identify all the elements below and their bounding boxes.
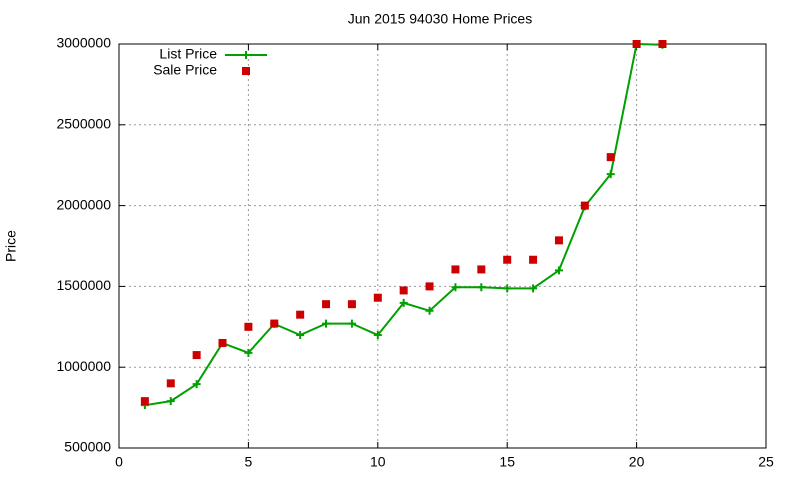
y-axis-label: Price xyxy=(3,230,19,262)
point-marker xyxy=(529,284,538,293)
point-marker xyxy=(347,319,356,328)
point-marker xyxy=(399,286,408,295)
point-marker xyxy=(347,300,356,309)
point-marker xyxy=(244,322,253,331)
point-marker xyxy=(322,319,331,328)
legend-label: Sale Price xyxy=(153,62,217,78)
legend-marker xyxy=(242,67,250,75)
point-marker xyxy=(606,153,615,162)
point-marker xyxy=(373,331,382,340)
plot-border xyxy=(118,43,767,449)
point-marker xyxy=(451,265,460,274)
point-marker xyxy=(580,201,589,210)
y-tick-label: 1000000 xyxy=(56,358,111,374)
point-marker xyxy=(140,397,149,406)
y-tick-label: 2000000 xyxy=(56,196,111,212)
point-marker xyxy=(554,236,563,245)
point-marker xyxy=(192,380,201,389)
x-tick-label: 10 xyxy=(370,454,386,470)
x-tick-label: 20 xyxy=(629,454,645,470)
point-marker xyxy=(425,282,434,291)
x-tick-label: 25 xyxy=(758,454,774,470)
point-marker xyxy=(322,300,331,309)
point-marker xyxy=(166,379,175,388)
point-marker xyxy=(425,306,434,315)
point-marker xyxy=(296,310,305,319)
point-marker xyxy=(244,348,253,357)
point-marker xyxy=(503,255,512,264)
point-marker xyxy=(554,266,563,275)
point-marker xyxy=(477,265,486,274)
y-tick-label: 1500000 xyxy=(56,277,111,293)
y-tick-label: 500000 xyxy=(64,439,111,455)
x-tick-label: 0 xyxy=(115,454,123,470)
legend-marker xyxy=(242,51,250,59)
point-marker xyxy=(451,283,460,292)
x-tick-label: 5 xyxy=(245,454,253,470)
point-marker xyxy=(632,40,641,48)
point-marker xyxy=(270,319,279,328)
x-tick-label: 15 xyxy=(499,454,515,470)
y-tick-label: 2500000 xyxy=(56,116,111,132)
point-marker xyxy=(606,170,615,179)
point-marker xyxy=(529,255,538,264)
series-line xyxy=(144,42,663,407)
point-marker xyxy=(658,40,667,48)
legend-label: List Price xyxy=(159,46,217,62)
point-marker xyxy=(192,351,201,360)
y-tick-label: 3000000 xyxy=(56,35,111,51)
point-marker xyxy=(399,298,408,307)
point-marker xyxy=(503,284,512,293)
point-marker xyxy=(373,293,382,302)
point-marker xyxy=(296,331,305,340)
point-marker xyxy=(218,338,227,347)
chart-title: Jun 2015 94030 Home Prices xyxy=(348,11,532,27)
point-marker xyxy=(166,397,175,406)
point-marker xyxy=(477,283,486,292)
